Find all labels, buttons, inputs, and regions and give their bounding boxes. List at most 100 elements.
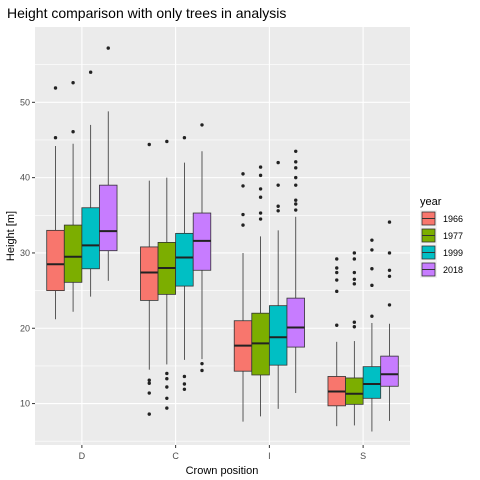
outlier-point <box>352 257 357 261</box>
outlier-point <box>335 270 339 275</box>
y-tick-label: 50 <box>20 97 30 107</box>
box-iqr <box>140 246 159 301</box>
box-1977-S <box>345 251 364 426</box>
x-tick-label: D <box>79 451 86 461</box>
box-iqr <box>286 297 305 348</box>
outlier-point <box>294 202 298 206</box>
outlier-point <box>241 223 245 227</box>
legend-item-1999: 1999 <box>420 244 463 261</box>
outlier-point <box>71 129 75 134</box>
outlier-point <box>182 374 187 379</box>
box-2018-D <box>99 46 118 281</box>
outlier-point <box>165 371 169 376</box>
outlier-point <box>200 361 204 366</box>
legend-label: 1999 <box>443 248 463 258</box>
box-iqr <box>46 229 65 292</box>
outlier-point <box>241 184 245 188</box>
outlier-point <box>258 187 263 191</box>
outlier-point <box>147 378 151 382</box>
box-iqr <box>63 224 83 283</box>
box-1966-C <box>140 142 159 416</box>
outlier-point <box>352 270 357 275</box>
box-1999-C <box>175 136 194 391</box>
outlier-point <box>294 149 298 153</box>
box-iqr <box>362 366 382 399</box>
y-tick-label: 10 <box>20 399 30 409</box>
outlier-point <box>200 368 204 373</box>
outlier-point <box>370 267 374 271</box>
box-series <box>46 46 399 432</box>
box-iqr <box>81 207 100 270</box>
box-iqr <box>99 184 118 252</box>
outlier-point <box>241 172 245 176</box>
outlier-point <box>352 277 357 282</box>
outlier-point <box>147 381 151 385</box>
outlier-point <box>165 406 169 410</box>
outlier-point <box>370 248 374 252</box>
outlier-point <box>294 166 298 170</box>
outlier-point <box>335 278 339 282</box>
outlier-point <box>352 251 357 255</box>
legend-label: 2018 <box>443 265 463 275</box>
box-2018-I <box>286 149 305 394</box>
chart-title: Height comparison with only trees in ana… <box>7 5 286 21</box>
outlier-point <box>182 136 187 140</box>
legend-item-2018: 2018 <box>420 261 463 278</box>
box-iqr <box>175 232 194 287</box>
outlier-point <box>258 195 263 199</box>
outlier-point <box>335 323 339 327</box>
outlier-point <box>335 266 339 270</box>
outlier-point <box>387 303 392 307</box>
box-1999-D <box>81 70 100 297</box>
outlier-point <box>165 385 169 389</box>
box-1966-S <box>327 257 346 427</box>
outlier-point <box>352 282 357 286</box>
outlier-point <box>294 160 298 164</box>
y-axis-ticks: 10 20 30 40 50 <box>20 97 35 409</box>
y-tick-label: 30 <box>20 248 30 258</box>
outlier-point <box>71 81 75 85</box>
outlier-point <box>182 382 187 386</box>
outlier-point <box>335 289 339 294</box>
outlier-point <box>276 160 280 165</box>
box-1999-S <box>362 238 382 432</box>
outlier-point <box>387 274 392 278</box>
box-2018-S <box>380 220 399 421</box>
y-axis-title: Height [m] <box>5 211 17 261</box>
outlier-point <box>258 173 263 178</box>
outlier-point <box>165 377 169 381</box>
outlier-point <box>276 209 280 213</box>
legend-label: 1966 <box>443 214 463 224</box>
box-iqr <box>268 305 288 366</box>
box-iqr <box>380 355 399 387</box>
outlier-point <box>352 320 357 324</box>
outlier-point <box>258 165 263 169</box>
outlier-point <box>370 314 374 318</box>
outlier-point <box>294 208 298 212</box>
outlier-point <box>335 257 339 261</box>
outlier-point <box>147 142 151 147</box>
y-tick-label: 40 <box>20 173 30 183</box>
outlier-point <box>53 86 58 90</box>
box-iqr <box>345 377 364 405</box>
x-tick-label: C <box>172 451 179 461</box>
outlier-point <box>165 396 169 401</box>
x-tick-label: S <box>360 451 366 461</box>
outlier-point <box>387 220 392 224</box>
legend-item-1966: 1966 <box>420 210 463 227</box>
outlier-point <box>53 136 58 140</box>
y-tick-label: 20 <box>20 323 30 333</box>
x-tick-label: I <box>268 451 271 461</box>
legend-item-1977: 1977 <box>420 227 463 244</box>
box-1977-I <box>251 165 270 417</box>
box-1966-D <box>46 86 65 320</box>
outlier-point <box>258 211 263 215</box>
legend-label: 1977 <box>443 231 463 241</box>
outlier-point <box>88 70 93 74</box>
outlier-point <box>276 183 280 187</box>
outlier-point <box>387 268 392 272</box>
outlier-point <box>352 325 357 329</box>
x-axis-title: Crown position <box>186 465 259 477</box>
outlier-point <box>294 183 298 187</box>
